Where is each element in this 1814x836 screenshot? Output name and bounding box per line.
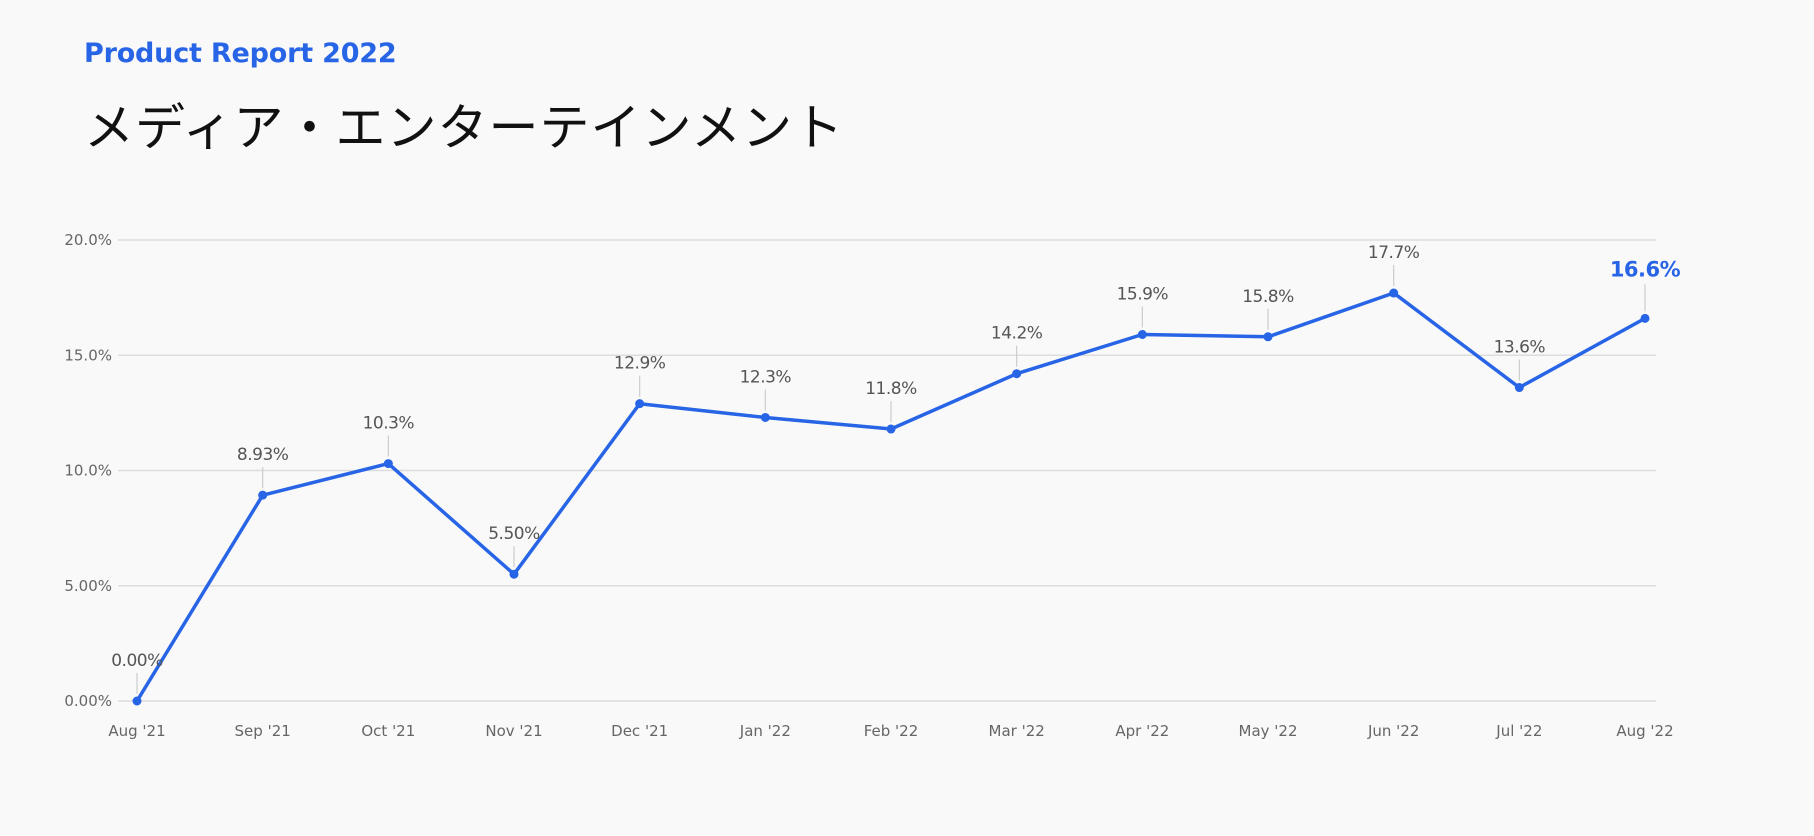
data-point bbox=[1514, 383, 1524, 393]
data-label: 11.8% bbox=[865, 379, 917, 399]
data-label: 17.7% bbox=[1368, 243, 1420, 263]
x-tick-label: Aug '22 bbox=[1616, 722, 1673, 740]
y-tick-label: 0.00% bbox=[64, 692, 112, 710]
y-tick-label: 20.0% bbox=[64, 231, 112, 249]
data-point bbox=[132, 696, 142, 706]
x-tick-label: Oct '21 bbox=[361, 722, 415, 740]
data-label: 14.2% bbox=[991, 324, 1043, 344]
data-label: 5.50% bbox=[488, 524, 540, 544]
x-tick-label: Aug '21 bbox=[108, 722, 165, 740]
y-tick-label: 10.0% bbox=[64, 462, 112, 480]
data-label: 8.93% bbox=[237, 445, 289, 465]
data-label: 10.3% bbox=[363, 414, 415, 434]
data-point bbox=[1263, 332, 1273, 342]
x-tick-label: May '22 bbox=[1239, 722, 1298, 740]
data-point bbox=[509, 569, 519, 579]
report-label: Product Report 2022 bbox=[84, 38, 397, 69]
y-tick-label: 15.0% bbox=[64, 346, 112, 364]
data-label: 16.6% bbox=[1610, 257, 1681, 281]
x-tick-label: Jun '22 bbox=[1367, 722, 1419, 740]
data-label: 15.9% bbox=[1117, 285, 1169, 305]
x-tick-label: Nov '21 bbox=[485, 722, 542, 740]
data-label: 12.3% bbox=[740, 367, 792, 387]
x-tick-label: Mar '22 bbox=[989, 722, 1045, 740]
x-tick-label: Jan '22 bbox=[739, 722, 791, 740]
data-point bbox=[1640, 313, 1650, 323]
data-point bbox=[383, 459, 393, 469]
data-point bbox=[635, 399, 645, 409]
data-label: 0.00% bbox=[111, 651, 163, 671]
x-tick-label: Dec '21 bbox=[611, 722, 668, 740]
x-tick-label: Apr '22 bbox=[1115, 722, 1169, 740]
data-label: 13.6% bbox=[1494, 338, 1546, 358]
data-point bbox=[1389, 288, 1399, 298]
data-point bbox=[258, 490, 268, 500]
series-line bbox=[135, 291, 1647, 703]
x-tick-label: Feb '22 bbox=[864, 722, 919, 740]
data-point bbox=[760, 412, 770, 422]
data-point bbox=[1012, 369, 1022, 379]
x-tick-label: Sep '21 bbox=[235, 722, 291, 740]
x-tick-label: Jul '22 bbox=[1495, 722, 1542, 740]
page-title: メディア・エンターテインメント bbox=[84, 99, 844, 157]
data-label: 15.8% bbox=[1242, 287, 1294, 307]
data-point bbox=[886, 424, 896, 434]
y-tick-label: 5.00% bbox=[64, 577, 112, 595]
data-label: 12.9% bbox=[614, 354, 666, 374]
data-point bbox=[1137, 330, 1147, 340]
